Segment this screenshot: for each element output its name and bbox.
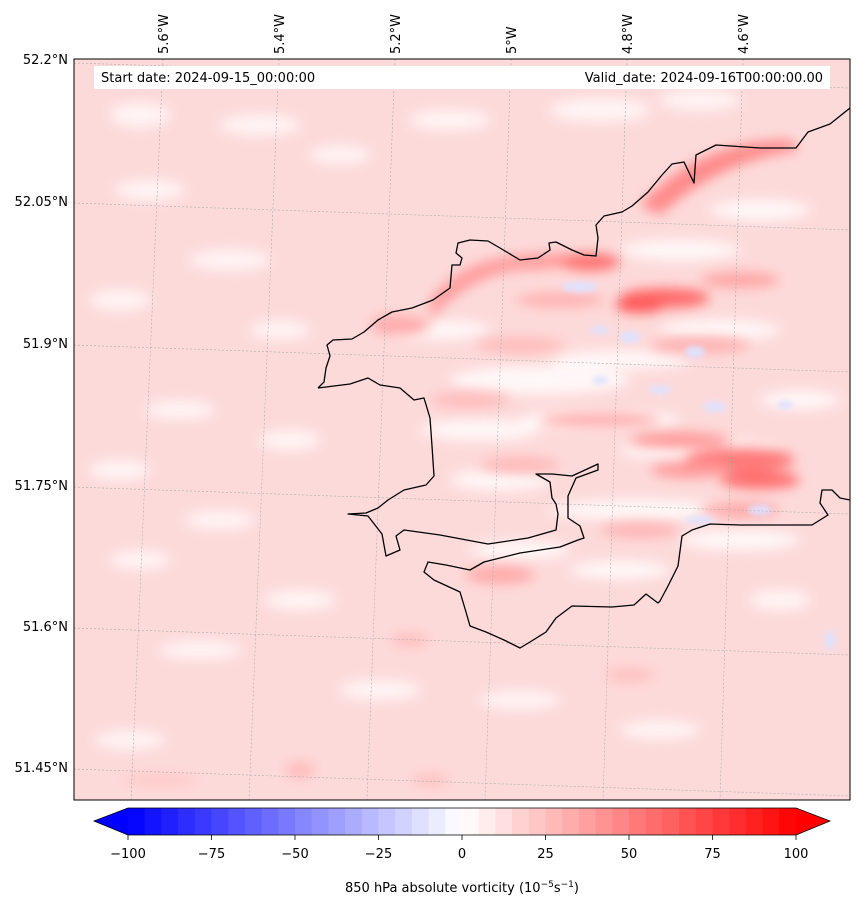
lon-label-5w: 5°W	[505, 26, 520, 54]
colorbar-segment	[679, 808, 697, 835]
coastline-north	[317, 107, 850, 389]
colorbar-segment	[378, 808, 396, 835]
lat-label-51-75: 51.75°N	[15, 479, 68, 494]
cbar-tick-label: −75	[198, 847, 225, 862]
lat-label-51-6: 51.6°N	[23, 620, 68, 635]
weak-vorticity-patches	[90, 90, 810, 749]
colorbar-segment	[361, 808, 379, 835]
colorbar-segment	[161, 808, 179, 835]
colorbar-segment	[595, 808, 613, 835]
lon-label-5-2w: 5.2°W	[389, 14, 404, 54]
info-box-background	[94, 66, 830, 89]
lon-label-5-6w: 5.6°W	[157, 14, 172, 54]
map-frame	[73, 58, 851, 801]
lon-label-4-6w: 4.6°W	[737, 14, 752, 54]
lat-label-51-9: 51.9°N	[23, 337, 68, 352]
cbar-tick-label: 0	[458, 847, 466, 862]
colorbar-segment	[261, 808, 279, 835]
lon-label-4-8w: 4.8°W	[621, 14, 636, 54]
colorbar-extend-low	[94, 808, 128, 835]
longitude-labels: 5.6°W 5.4°W 5.2°W 5°W 4.8°W 4.6°W	[157, 14, 752, 54]
lat-label-51-45: 51.45°N	[15, 761, 68, 776]
colorbar-segment	[712, 808, 730, 835]
cbar-tick-label: 100	[784, 847, 809, 862]
colorbar-segment	[645, 808, 663, 835]
colorbar-segment	[295, 808, 313, 835]
land-weak-bands	[390, 200, 840, 579]
colorbar-segment	[662, 808, 680, 835]
colorbar-extend-high	[796, 808, 830, 835]
info-box: Start date: 2024-09-15_00:00:00 Valid_da…	[94, 66, 830, 89]
lat-label-52-2: 52.2°N	[23, 53, 68, 68]
map-panel: Start date: 2024-09-15_00:00:00 Valid_da…	[74, 59, 850, 800]
colorbar-segments	[128, 808, 797, 835]
coastline-peninsula	[317, 377, 850, 649]
colorbar-ticks	[127, 835, 797, 840]
colorbar-segment	[278, 808, 296, 835]
cbar-tick-label: 75	[704, 847, 721, 862]
colorbar-segment	[762, 808, 780, 835]
colorbar-segment	[495, 808, 513, 835]
colorbar-segment	[328, 808, 346, 835]
colorbar-segment	[612, 808, 630, 835]
latitude-labels: 52.2°N 52.05°N 51.9°N 51.75°N 51.6°N 51.…	[15, 53, 68, 776]
start-date-label: Start date: 2024-09-15_00:00:00	[101, 71, 315, 86]
negative-vorticity-spots	[562, 282, 835, 650]
colorbar-segment	[311, 808, 329, 835]
cbar-tick-label: 50	[621, 847, 638, 862]
colorbar-segment	[729, 808, 747, 835]
valid-date-label: Valid_date: 2024-09-16T00:00:00.00	[585, 71, 823, 86]
colorbar-segment	[478, 808, 496, 835]
coastline	[317, 107, 850, 649]
colorbar-segment	[428, 808, 446, 835]
colorbar-segment	[194, 808, 212, 835]
colorbar-segment	[528, 808, 546, 835]
cbar-tick-label: 25	[537, 847, 554, 862]
colorbar-segment	[745, 808, 764, 835]
colorbar-segment	[244, 808, 263, 835]
colorbar-segment	[178, 808, 196, 835]
colorbar-segment	[562, 808, 580, 835]
colorbar-segment	[629, 808, 647, 835]
colorbar-segment	[695, 808, 713, 835]
colorbar-label: 850 hPa absolute vorticity (10−5s−1)	[345, 880, 579, 896]
colorbar-segment	[411, 808, 430, 835]
cbar-tick-label: −50	[281, 847, 308, 862]
colorbar-segment	[462, 808, 480, 835]
colorbar-segment	[228, 808, 246, 835]
colorbar-segment	[144, 808, 162, 835]
colorbar-segment	[345, 808, 363, 835]
colorbar: −100 −75 −50 −25 0 25 50 75 100 850 hPa …	[92, 807, 832, 896]
colorbar-segment	[395, 808, 413, 835]
colorbar-segment	[128, 808, 146, 835]
lat-label-52-05: 52.05°N	[15, 195, 68, 210]
colorbar-segment	[512, 808, 530, 835]
cbar-tick-label: −25	[365, 847, 392, 862]
colorbar-segment	[211, 808, 229, 835]
lon-label-5-4w: 5.4°W	[273, 14, 288, 54]
colorbar-segment	[779, 808, 797, 835]
colorbar-segment	[545, 808, 563, 835]
colorbar-segment	[578, 808, 597, 835]
strong-vorticity-bands	[120, 140, 800, 787]
colorbar-segment	[445, 808, 463, 835]
colorbar-tick-labels: −100 −75 −50 −25 0 25 50 75 100	[110, 847, 808, 862]
cbar-tick-label: −100	[110, 847, 146, 862]
